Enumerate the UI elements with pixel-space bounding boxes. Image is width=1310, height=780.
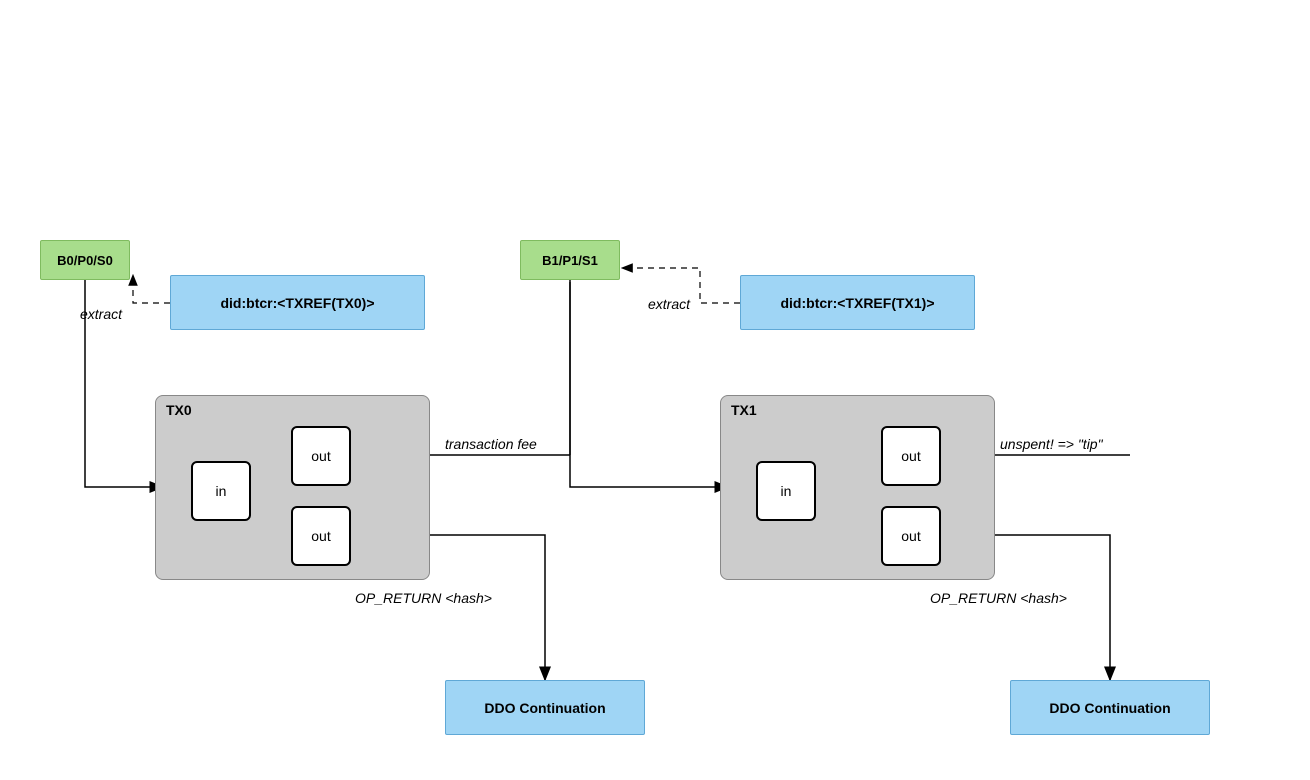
ddo-1: DDO Continuation bbox=[1010, 680, 1210, 735]
extract-label-1: extract bbox=[648, 296, 690, 312]
tx1-out2: out bbox=[881, 506, 941, 566]
did-badge-0-label: did:btcr:<TXREF(TX0)> bbox=[220, 295, 374, 311]
extract-label-0: extract bbox=[80, 306, 122, 322]
bps-badge-1: B1/P1/S1 bbox=[520, 240, 620, 280]
did-badge-0: did:btcr:<TXREF(TX0)> bbox=[170, 275, 425, 330]
tx0-in: in bbox=[191, 461, 251, 521]
tx0-container: TX0 in out out bbox=[155, 395, 430, 580]
tx0-out2-edge-label: OP_RETURN <hash> bbox=[355, 590, 492, 606]
tx1-in-label: in bbox=[781, 483, 792, 499]
tx0-out2-label: out bbox=[311, 528, 330, 544]
tx0-out2: out bbox=[291, 506, 351, 566]
tx1-out1-label: out bbox=[901, 448, 920, 464]
ddo-1-label: DDO Continuation bbox=[1049, 700, 1170, 716]
tx0-in-label: in bbox=[216, 483, 227, 499]
tx1-title: TX1 bbox=[731, 402, 757, 418]
bps-badge-1-label: B1/P1/S1 bbox=[542, 253, 598, 268]
tx1-out1-edge-label: unspent! => "tip" bbox=[1000, 436, 1103, 452]
did-badge-1: did:btcr:<TXREF(TX1)> bbox=[740, 275, 975, 330]
tx1-container: TX1 in out out bbox=[720, 395, 995, 580]
tx1-out2-label: out bbox=[901, 528, 920, 544]
tx0-out1-label: out bbox=[311, 448, 330, 464]
tx1-in: in bbox=[756, 461, 816, 521]
tx0-out1-edge-label: transaction fee bbox=[445, 436, 537, 452]
did-badge-1-label: did:btcr:<TXREF(TX1)> bbox=[780, 295, 934, 311]
ddo-0: DDO Continuation bbox=[445, 680, 645, 735]
ddo-0-label: DDO Continuation bbox=[484, 700, 605, 716]
arrows-svg bbox=[0, 0, 1310, 780]
diagram-canvas: B0/P0/S0 did:btcr:<TXREF(TX0)> extract T… bbox=[0, 0, 1310, 780]
tx1-out2-edge-label: OP_RETURN <hash> bbox=[930, 590, 1067, 606]
tx0-out1: out bbox=[291, 426, 351, 486]
bps-badge-0: B0/P0/S0 bbox=[40, 240, 130, 280]
tx1-out1: out bbox=[881, 426, 941, 486]
bps-badge-0-label: B0/P0/S0 bbox=[57, 253, 113, 268]
tx0-title: TX0 bbox=[166, 402, 192, 418]
